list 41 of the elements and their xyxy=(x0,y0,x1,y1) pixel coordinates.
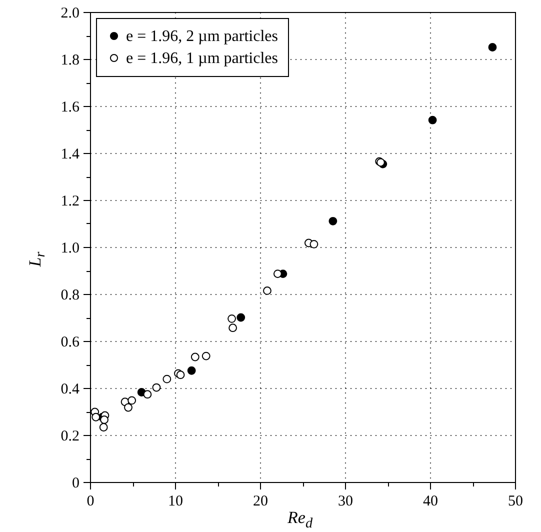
y-tick-label: 0.4 xyxy=(60,382,80,398)
point xyxy=(100,416,108,424)
x-tick-label: 20 xyxy=(253,494,268,510)
point xyxy=(176,370,185,380)
x-axis-title: Re$_{d}$ xyxy=(288,508,313,532)
point xyxy=(128,396,136,405)
point xyxy=(202,352,210,360)
y-tick-label: 1.4 xyxy=(60,146,80,162)
point xyxy=(190,352,200,362)
x-tick-label: 0 xyxy=(86,494,94,510)
point xyxy=(236,313,246,322)
point xyxy=(310,240,318,248)
legend-label: e = 1.96, 2 µm particles xyxy=(126,28,278,45)
point xyxy=(273,270,282,278)
point xyxy=(228,314,236,323)
point xyxy=(428,116,437,124)
point xyxy=(228,324,238,332)
y-tick-label: 2.0 xyxy=(60,6,80,22)
point xyxy=(92,412,100,422)
point xyxy=(187,366,196,375)
point xyxy=(263,286,272,295)
x-tick-label: 30 xyxy=(338,494,353,510)
point xyxy=(162,374,172,384)
x-tick-label: 40 xyxy=(423,494,438,510)
y-tick-label: 1.2 xyxy=(60,194,80,210)
x-tick-label: 10 xyxy=(168,494,183,510)
y-tick-label: 1.6 xyxy=(60,100,80,116)
point xyxy=(488,43,497,52)
y-tick-label: 1.0 xyxy=(60,240,80,256)
y-tick-label: 0.8 xyxy=(60,288,80,304)
legend-label: e = 1.96, 1 µm particles xyxy=(126,50,278,67)
y-tick-label: 0.6 xyxy=(60,334,80,350)
point xyxy=(143,390,152,399)
point xyxy=(328,216,338,226)
y-tick-label: 1.8 xyxy=(60,52,80,68)
y-tick-label: 0 xyxy=(72,476,80,492)
x-tick-label: 50 xyxy=(508,494,523,510)
point xyxy=(152,383,161,392)
point xyxy=(124,403,132,412)
point xyxy=(99,423,108,432)
y-tick-label: 0.2 xyxy=(60,428,80,444)
